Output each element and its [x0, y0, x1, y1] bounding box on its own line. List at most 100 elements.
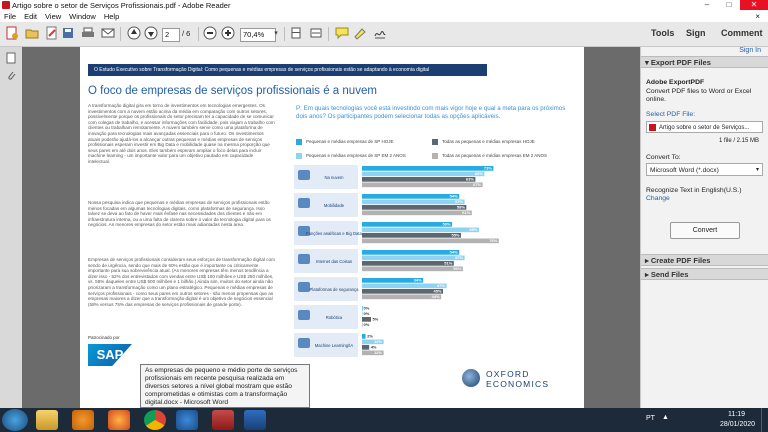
taskbar-tooltip: As empresas de pequeno e médio porte de …: [140, 364, 310, 408]
page-thumbnails-icon[interactable]: [5, 52, 17, 64]
bar-value-label: 51%: [444, 261, 452, 266]
bar: [362, 289, 443, 294]
bar-value-label: 57%: [455, 199, 463, 204]
save-icon[interactable]: [60, 26, 76, 41]
chrome-icon[interactable]: [144, 410, 166, 430]
start-button[interactable]: [2, 409, 28, 431]
convert-to-select[interactable]: Microsoft Word (*.docx) ▾: [646, 163, 763, 176]
zoom-level-select[interactable]: 70,4%: [240, 28, 276, 42]
file-explorer-icon[interactable]: [36, 410, 58, 430]
chevron-down-icon: ▾: [755, 167, 759, 173]
create-pdf-section-header[interactable]: ▸ Create PDF Files: [641, 254, 768, 266]
category-label: Internet das Coisas: [316, 259, 352, 264]
bar: [362, 255, 465, 261]
close-document-icon[interactable]: ×: [755, 12, 760, 21]
oxford-globe-icon: [462, 369, 480, 387]
input-language-indicator[interactable]: PT: [646, 415, 655, 422]
tab-tools[interactable]: Tools: [651, 28, 675, 38]
export-pdf-section-header[interactable]: ▾ Export PDF Files: [641, 56, 768, 68]
title-bar: Artigo sobre o setor de Serviços Profiss…: [0, 0, 768, 11]
zoom-in-icon[interactable]: [220, 26, 236, 41]
tray-expand-icon[interactable]: ▲: [662, 414, 669, 421]
send-files-section-header[interactable]: ▸ Send Files: [641, 268, 768, 280]
edit-pdf-icon[interactable]: [44, 26, 60, 41]
sign-in-link[interactable]: Sign In: [739, 47, 761, 54]
bar: [362, 205, 467, 210]
skype-icon[interactable]: [176, 410, 198, 430]
bar-value-label: 58%: [457, 205, 465, 210]
show-desktop-button[interactable]: [761, 408, 768, 432]
clock-date[interactable]: 28/01/2020: [720, 421, 756, 428]
fit-width-icon[interactable]: [308, 26, 324, 41]
pdf-file-icon: [649, 124, 656, 131]
bar-value-label: 12%: [374, 350, 382, 355]
convert-button[interactable]: Convert: [670, 222, 740, 239]
menu-window[interactable]: Window: [69, 12, 96, 21]
document-viewer[interactable]: O Estudo Executivo sobre Transformação D…: [22, 47, 639, 408]
tab-comment[interactable]: Comment: [721, 28, 763, 38]
bar-value-label: 4%: [371, 345, 377, 350]
selected-file-name: Artigo sobre o setor de Serviços...: [659, 125, 750, 131]
change-language-link[interactable]: Change: [646, 195, 670, 202]
comment-icon[interactable]: [334, 26, 350, 41]
previous-page-icon[interactable]: [126, 26, 142, 41]
bar: [362, 283, 447, 289]
print-icon[interactable]: [80, 26, 96, 41]
document-heading: O foco de empresas de serviços profissio…: [88, 85, 377, 97]
convert-to-value: Microsoft Word (*.docx): [650, 167, 719, 174]
adobe-reader-taskbar-icon[interactable]: [212, 410, 234, 430]
legend-label: Pequenas e médias empresas de SP HOJE: [306, 139, 394, 145]
legend-label: Todas as pequenas e médias empresas EM 2…: [442, 153, 548, 159]
selected-file-field[interactable]: Artigo sobre o setor de Serviços...: [646, 121, 763, 133]
bar: [362, 294, 442, 300]
toolbar-separator: [120, 27, 121, 41]
bar: [362, 233, 461, 238]
sign-icon[interactable]: [372, 26, 388, 41]
open-file-icon[interactable]: [24, 26, 40, 41]
attachments-icon[interactable]: [5, 69, 17, 81]
menu-edit[interactable]: Edit: [24, 12, 38, 21]
legend-swatch: [432, 153, 438, 159]
paragraph-1: A transformação digital gira em torno de…: [88, 103, 275, 164]
bar: [362, 250, 460, 255]
bar-value-label: 57%: [455, 255, 463, 260]
minimize-button[interactable]: –: [704, 0, 710, 9]
oxford-economics-logo: OXFORD ECONOMICS: [462, 367, 572, 391]
menu-view[interactable]: View: [45, 12, 62, 21]
file-info: 1 file / 2.15 MB: [719, 138, 760, 144]
bar-value-label: 34%: [414, 278, 422, 283]
fit-page-icon[interactable]: [288, 26, 304, 41]
maximize-button[interactable]: □: [726, 0, 732, 9]
zoom-out-icon[interactable]: [202, 26, 218, 41]
clock-time[interactable]: 11:19: [728, 411, 745, 418]
page-number-input[interactable]: 2: [162, 28, 180, 42]
next-page-icon[interactable]: [143, 26, 159, 41]
bar: [362, 194, 460, 199]
convert-to-label: Convert To:: [646, 154, 681, 161]
tab-sign[interactable]: Sign: [686, 28, 706, 38]
bar-value-label: 61%: [462, 210, 470, 215]
menu-file[interactable]: File: [4, 12, 17, 21]
bar: [362, 222, 452, 227]
recognize-text-label: Recognize Text in English(U.S.): [646, 187, 742, 194]
bar: [362, 227, 479, 233]
bar-value-label: 0%: [364, 322, 370, 327]
category-icon: [298, 170, 310, 180]
oxford-logo-line1: OXFORD: [486, 369, 530, 379]
email-icon[interactable]: [100, 26, 116, 41]
bar-value-label: 2%: [367, 334, 373, 339]
menu-help[interactable]: Help: [103, 12, 120, 21]
create-pdf-icon[interactable]: [4, 26, 20, 41]
tools-pane: Sign In ▾ Export PDF Files Adobe ExportP…: [640, 47, 768, 408]
category-label: Na nuvem: [324, 175, 344, 180]
bar: [362, 199, 465, 205]
zoom-dropdown-icon[interactable]: ▾: [274, 30, 278, 37]
category-label: Mobilidade: [324, 203, 345, 208]
highlight-icon[interactable]: [352, 26, 368, 41]
paragraph-3: Empresas de serviços profissionais consi…: [88, 257, 275, 307]
word-icon[interactable]: [244, 410, 266, 430]
firefox-icon[interactable]: [108, 410, 130, 430]
bar-value-label: 47%: [437, 283, 445, 288]
media-player-icon[interactable]: [72, 410, 94, 430]
close-button[interactable]: ✕: [740, 0, 768, 10]
